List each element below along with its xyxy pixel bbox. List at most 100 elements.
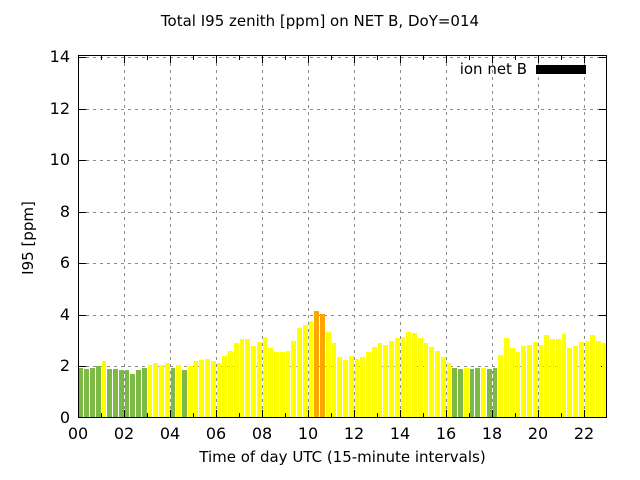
- bar: [423, 343, 429, 417]
- y-tick-mark: [79, 314, 86, 316]
- bar: [567, 348, 572, 417]
- x-tick-mark: [101, 56, 102, 60]
- x-tick-mark: [423, 56, 424, 60]
- bar: [354, 358, 360, 417]
- bar: [377, 343, 383, 417]
- bar: [210, 361, 216, 417]
- bar: [239, 339, 245, 417]
- bar: [101, 361, 107, 417]
- bar: [233, 343, 239, 417]
- y-tick-mark: [599, 263, 606, 265]
- bar: [222, 356, 227, 417]
- y-tick-label: 4: [59, 304, 70, 324]
- bar: [417, 338, 423, 417]
- x-tick-mark: [538, 56, 539, 63]
- x-gridline: [446, 56, 447, 417]
- y-tick-mark: [79, 366, 86, 368]
- x-gridline: [262, 56, 263, 417]
- bar: [435, 350, 440, 417]
- bar: [268, 348, 273, 417]
- bar: [228, 350, 233, 417]
- bar: [458, 369, 463, 417]
- bar: [187, 366, 193, 417]
- bar: [141, 367, 147, 417]
- bar: [193, 361, 199, 417]
- bar: [550, 339, 555, 417]
- bar: [561, 334, 567, 417]
- x-tick-mark: [446, 56, 447, 63]
- y-tick-mark: [599, 108, 606, 110]
- bar: [486, 369, 492, 417]
- x-tick-mark: [354, 56, 355, 63]
- legend: ion net B: [460, 61, 586, 77]
- x-tick-label: 02: [113, 424, 135, 443]
- bar: [590, 335, 595, 417]
- x-gridline: [354, 56, 355, 417]
- x-gridline: [492, 56, 493, 417]
- x-tick-label: 04: [159, 424, 181, 443]
- bar: [555, 339, 561, 417]
- y-tick-mark: [599, 211, 606, 213]
- x-tick-mark: [584, 56, 585, 63]
- bar: [527, 344, 532, 417]
- x-tick-mark: [147, 56, 148, 60]
- bar: [406, 331, 411, 417]
- x-tick-label: 14: [389, 424, 411, 443]
- bar: [389, 340, 394, 417]
- x-gridline: [124, 56, 125, 417]
- legend-label: ion net B: [459, 60, 527, 78]
- bar: [578, 341, 584, 417]
- bar: [297, 327, 302, 417]
- bar: [78, 367, 84, 417]
- bar: [492, 367, 498, 417]
- bar: [118, 370, 124, 417]
- y-tick-mark: [79, 57, 86, 58]
- bar: [498, 354, 503, 417]
- bar: [95, 366, 101, 417]
- bar: [279, 352, 285, 417]
- y-gridline: [79, 314, 606, 316]
- y-tick-mark: [79, 263, 86, 265]
- bar: [412, 332, 417, 417]
- y-gridline: [79, 263, 606, 265]
- bar: [481, 367, 486, 417]
- x-tick-mark: [285, 56, 286, 60]
- bar: [262, 336, 268, 417]
- bar: [509, 348, 515, 417]
- y-tick-mark: [599, 57, 606, 58]
- y-tick-mark: [599, 314, 606, 316]
- x-tick-mark: [193, 56, 194, 60]
- bar: [538, 344, 544, 417]
- bar: [544, 335, 549, 417]
- bar: [532, 341, 538, 417]
- x-tick-mark: [469, 56, 470, 60]
- bar: [371, 347, 377, 417]
- bar: [159, 365, 164, 417]
- x-gridline: [400, 56, 401, 417]
- bar: [216, 362, 222, 417]
- x-tick-mark: [400, 56, 401, 63]
- y-gridline: [79, 211, 606, 213]
- x-tick-label: 18: [481, 424, 503, 443]
- bar: [256, 341, 262, 417]
- bar: [469, 369, 475, 417]
- x-tick-label: 00: [67, 424, 89, 443]
- x-tick-mark: [331, 56, 332, 60]
- x-gridline: [584, 56, 585, 417]
- x-tick-label: 08: [251, 424, 273, 443]
- bar: [130, 374, 135, 417]
- x-tick-mark: [124, 56, 125, 63]
- bar: [113, 369, 118, 417]
- bar: [90, 367, 95, 417]
- bar: [176, 365, 181, 417]
- x-tick-mark: [308, 56, 309, 63]
- bar: [331, 343, 337, 417]
- bar: [205, 358, 210, 417]
- bar: [170, 367, 176, 417]
- x-gridline: [170, 56, 171, 417]
- bar: [199, 359, 204, 417]
- bar: [366, 352, 371, 417]
- y-tick-label: 2: [59, 356, 70, 376]
- y-tick-mark: [599, 160, 606, 162]
